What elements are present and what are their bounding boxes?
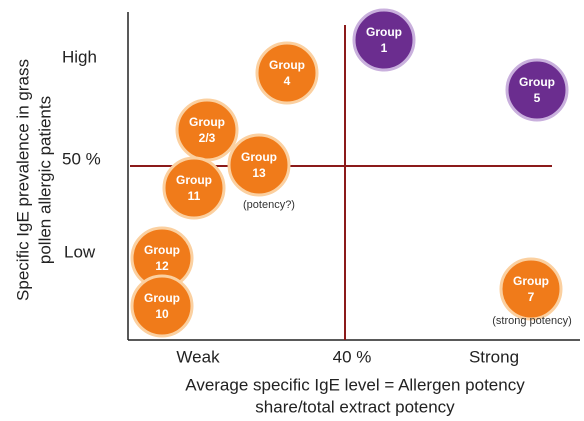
node-note: (strong potency) <box>492 315 571 327</box>
x-axis-label: Average specific IgE level = Allergen po… <box>185 375 525 394</box>
node-label: 13 <box>252 166 266 180</box>
x-label: Weak <box>176 347 220 366</box>
node-label: Group <box>241 150 277 164</box>
y-label: 50 % <box>62 149 101 168</box>
node-circle <box>505 58 569 122</box>
node-circle <box>175 98 239 162</box>
node-circle <box>255 41 319 105</box>
y-axis-label: Specific IgE prevalence in grass <box>13 59 32 301</box>
node-label: Group <box>176 173 212 187</box>
node-label: 7 <box>528 290 535 304</box>
node-circle <box>162 156 226 220</box>
node-circle <box>130 274 194 338</box>
node-note: (potency?) <box>243 199 295 211</box>
node-label: 1 <box>381 41 388 55</box>
node-label: 11 <box>188 189 201 203</box>
node-label: 4 <box>284 74 291 88</box>
y-label: High <box>62 47 97 66</box>
node-label: Group <box>269 58 305 72</box>
node-label: 5 <box>534 91 541 105</box>
node-label: Group <box>144 291 180 305</box>
node-label: Group <box>366 25 402 39</box>
x-label: 40 % <box>333 347 372 366</box>
node-label: Group <box>144 243 180 257</box>
y-axis-label: pollen allergic patients <box>35 96 54 264</box>
node-circle <box>227 133 291 197</box>
node-label: Group <box>189 115 225 129</box>
x-label: Strong <box>469 347 519 366</box>
node-label: Group <box>513 274 549 288</box>
y-label: Low <box>64 242 96 261</box>
node-circle <box>352 8 416 72</box>
node-circle <box>499 257 563 321</box>
node-label: 12 <box>155 259 169 273</box>
node-label: 10 <box>155 307 169 321</box>
x-axis-label: share/total extract potency <box>255 397 455 416</box>
node-label: Group <box>519 75 555 89</box>
node-label: 2/3 <box>199 131 216 145</box>
nodes: Group 1 Group 4 Group 5 Group 2/3 Group 13 (potenc… <box>130 8 572 338</box>
